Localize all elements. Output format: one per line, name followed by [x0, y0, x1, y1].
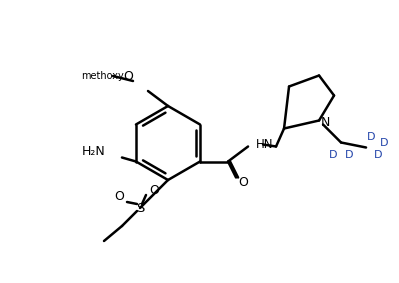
Text: D: D	[380, 138, 388, 147]
Text: HN: HN	[256, 138, 274, 151]
Text: H₂N: H₂N	[82, 145, 106, 158]
Text: O: O	[149, 183, 159, 196]
Text: D: D	[374, 151, 382, 160]
Text: O: O	[238, 176, 248, 189]
Text: methoxy: methoxy	[82, 71, 124, 81]
Text: N: N	[320, 116, 330, 129]
Text: S: S	[136, 201, 144, 215]
Text: D: D	[345, 149, 353, 160]
Text: O: O	[123, 70, 133, 83]
Text: D: D	[367, 132, 375, 143]
Text: O: O	[114, 190, 124, 203]
Text: D: D	[329, 149, 337, 160]
